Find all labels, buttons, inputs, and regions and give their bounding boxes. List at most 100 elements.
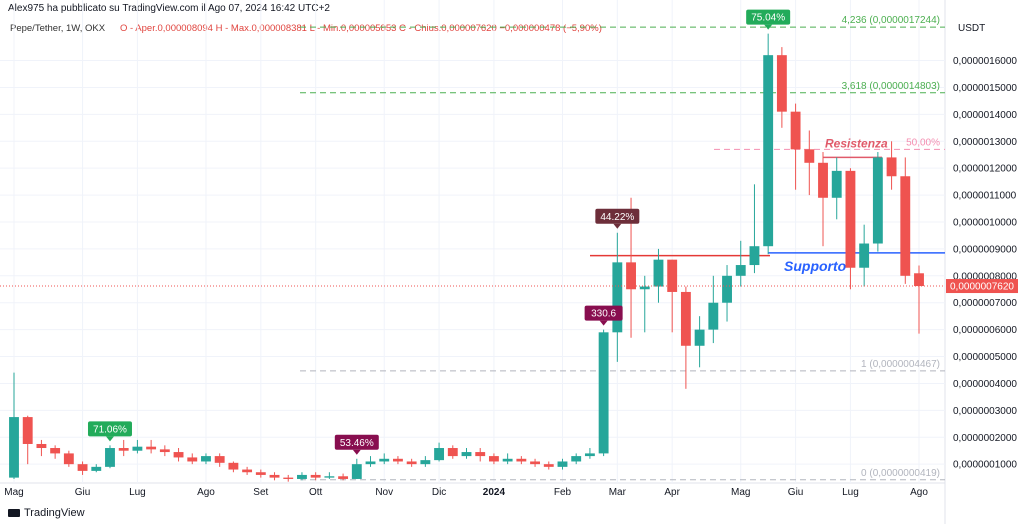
- candle-body: [187, 457, 198, 462]
- candle-body: [36, 443, 47, 449]
- candle-body: [722, 275, 732, 303]
- x-tick-label: Lug: [842, 487, 859, 498]
- y-tick-label: 0,0000011000: [953, 191, 1017, 202]
- candle-body: [283, 477, 294, 479]
- y-tick-label: 0,0000009000: [953, 244, 1017, 255]
- y-tick-label: 0,0000008000: [953, 271, 1017, 282]
- y-tick-label: 0,0000005000: [953, 352, 1017, 363]
- y-tick-label: 0,0000006000: [953, 325, 1017, 336]
- line-label: Supporto: [784, 258, 847, 274]
- x-tick-label: Giu: [788, 487, 804, 498]
- candle-body: [763, 55, 774, 247]
- candle-body: [776, 55, 787, 112]
- y-tick-label: 0,0000004000: [953, 379, 1017, 390]
- brand-text: TradingView: [24, 507, 85, 519]
- x-tick-label: Nov: [375, 487, 393, 498]
- candle-body: [612, 262, 623, 333]
- badge-text: 330.6: [591, 309, 616, 320]
- y-tick-label: 0,0000007000: [953, 298, 1017, 309]
- x-tick-label: Feb: [554, 487, 572, 498]
- candle-body: [406, 461, 417, 465]
- currency: USDT: [958, 23, 985, 34]
- candle-body: [338, 476, 349, 479]
- candle-body: [516, 458, 527, 462]
- ohlc: O - Aper.0,000008094 H - Max.0,000008381…: [120, 23, 602, 34]
- candle-body: [324, 476, 335, 478]
- candle-body: [461, 452, 472, 457]
- plot: 0,0000001000 0,0000002000 0,0000003000 0,00…: [0, 0, 1018, 498]
- fib-label: 3,618 (0,0000014803): [842, 81, 940, 92]
- candle-body: [91, 466, 102, 471]
- candle-body: [818, 162, 828, 198]
- symbol: Pepe/Tether, 1W, OKX: [10, 23, 106, 34]
- candle-body: [749, 246, 760, 266]
- x-tick-label: Mag: [4, 487, 23, 498]
- candle-body: [543, 464, 554, 467]
- candle-body: [201, 456, 211, 462]
- fib-label: 50,00%: [906, 137, 940, 148]
- candle-body: [351, 464, 362, 479]
- fib-label: 1 (0,0000004467): [861, 359, 940, 370]
- candle-body: [434, 448, 445, 461]
- x-tick-label: Ago: [910, 487, 928, 498]
- x-tick-label: Ago: [197, 487, 215, 498]
- publisher: Alex975 ha pubblicato su TradingView.com…: [8, 3, 330, 14]
- candle-body: [63, 453, 74, 465]
- y-tick-label: 0,0000016000: [953, 56, 1017, 67]
- candle-body: [530, 461, 540, 465]
- candle-body: [831, 170, 842, 198]
- candle-body: [393, 458, 403, 462]
- candle-body: [694, 329, 705, 346]
- last-price-label: 0,0000007620: [950, 282, 1014, 293]
- badge-pointer: [105, 436, 114, 442]
- candle-body: [900, 176, 911, 276]
- last-price-box: [946, 279, 1018, 294]
- x-tick-label: 2024: [483, 487, 506, 498]
- line-label: Resistenza: [825, 136, 888, 150]
- candle-body: [173, 452, 184, 458]
- candle-body: [146, 446, 157, 450]
- candle-body: [598, 332, 609, 454]
- badge-text: 53.46%: [340, 438, 374, 449]
- candle-body: [571, 456, 582, 462]
- candle-body: [365, 461, 376, 465]
- y-tick-label: 0,0000002000: [953, 433, 1017, 444]
- x-tick-label: Dic: [432, 487, 446, 498]
- y-tick-label: 0,0000003000: [953, 406, 1017, 417]
- badge-text: 44.22%: [600, 212, 634, 223]
- x-tick-label: Ott: [309, 487, 323, 498]
- candle-body: [159, 449, 170, 453]
- candle-body: [735, 265, 746, 276]
- fib-label: 0 (0,0000000419): [861, 468, 940, 479]
- candle-body: [626, 262, 636, 290]
- candle-body: [22, 417, 33, 444]
- candle-body: [420, 460, 431, 465]
- candle-body: [859, 243, 870, 268]
- candle-body: [845, 170, 856, 268]
- brand: TradingView: [8, 507, 85, 519]
- badge: [595, 208, 640, 224]
- candle-body: [132, 446, 143, 451]
- y-tick-label: 0,0000015000: [953, 83, 1017, 94]
- candle-body: [475, 452, 486, 457]
- badge: [334, 434, 379, 450]
- candle-body: [639, 286, 650, 290]
- x-tick-label: Apr: [664, 487, 680, 498]
- y-tick-label: 0,0000010000: [953, 217, 1017, 228]
- candle-body: [886, 157, 897, 177]
- candle-body: [255, 472, 266, 475]
- candle-body: [557, 461, 568, 467]
- candle-body: [708, 302, 719, 330]
- badge-pointer: [764, 24, 773, 30]
- candle-body: [9, 417, 19, 478]
- x-tick-label: Set: [253, 487, 268, 498]
- candle-body: [379, 458, 390, 462]
- fib-label: 4,236 (0,0000017244): [842, 15, 940, 26]
- badge-pointer: [599, 320, 608, 326]
- candle-body: [667, 259, 678, 292]
- candle-body: [118, 448, 129, 451]
- badge: [746, 9, 791, 25]
- candle-body: [50, 448, 61, 454]
